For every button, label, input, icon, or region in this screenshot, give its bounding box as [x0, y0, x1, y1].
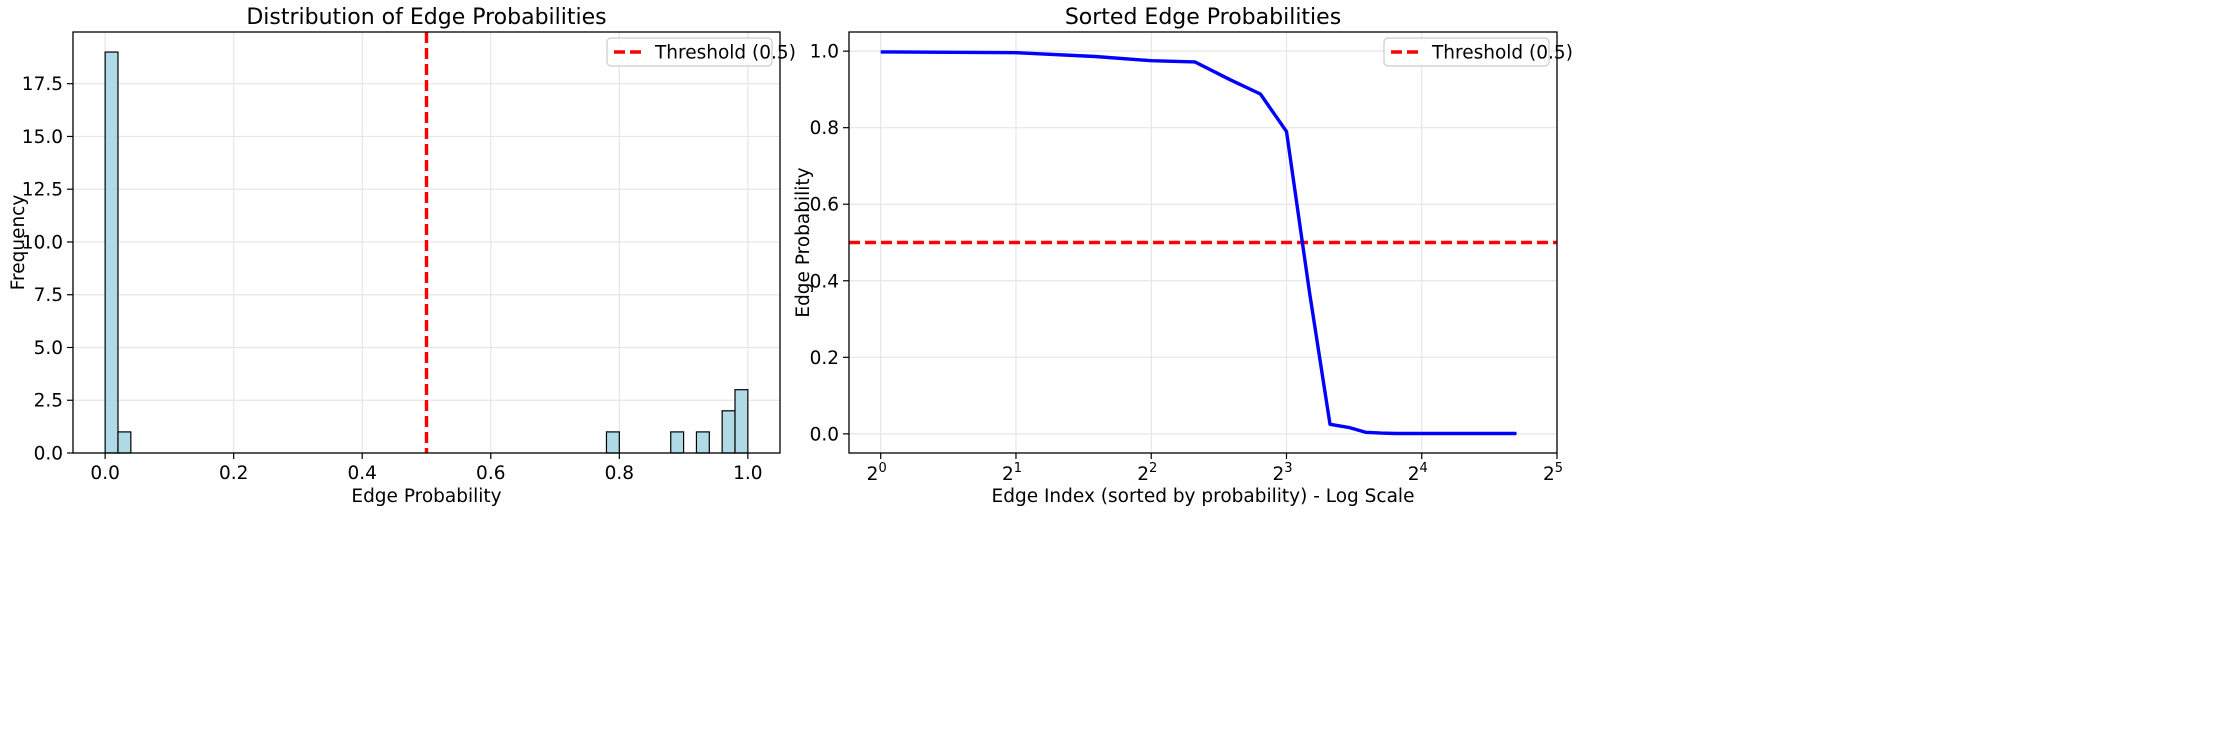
- sorted-line-x-tick-base: 2: [1272, 464, 1284, 485]
- sorted-line-legend-box: [1383, 37, 1550, 67]
- histogram-x-tick-label: 0.0: [90, 463, 119, 484]
- sorted-line-x-tick-base: 2: [1137, 464, 1149, 485]
- sorted-line-x-tick-exponent: 3: [1284, 461, 1292, 476]
- sorted-line-y-axis-label: Edge Probability: [793, 167, 814, 317]
- sorted-line-x-tick-exponent: 4: [1419, 461, 1427, 476]
- histogram-y-tick-label: 10.0: [22, 232, 63, 253]
- sorted-line-axes-frame: [848, 31, 1558, 454]
- sorted-line-x-tick-base: 2: [1408, 464, 1420, 485]
- histogram-x-tick-label: 1.0: [733, 463, 762, 484]
- sorted-line-x-tick-base: 2: [1002, 464, 1014, 485]
- sorted-line-legend: Threshold (0.5): [1383, 37, 1573, 67]
- sorted-line-title: Sorted Edge Probabilities: [1065, 5, 1341, 30]
- sorted-line-legend-label: Threshold (0.5): [1431, 43, 1573, 64]
- sorted-line-x-tick-exponent: 0: [878, 461, 886, 476]
- histogram-x-axis-label: Edge Probability: [351, 486, 501, 507]
- histogram-y-tick-label: 2.5: [34, 391, 63, 412]
- sorted-line-x-tick-label: 24: [1408, 461, 1428, 485]
- histogram-x-tick-label: 0.6: [476, 463, 505, 484]
- histogram-legend-label: Threshold (0.5): [654, 43, 796, 64]
- histogram-x-ticks: 0.0 0.2 0.4 0.6 0.8 1.0: [90, 453, 763, 484]
- histogram-x-tick-label: 0.8: [605, 463, 634, 484]
- sorted-line-y-tick-label: 0.8: [810, 118, 839, 139]
- sorted-line-y-tick-label: 0.0: [810, 424, 839, 445]
- sorted-line-y-tick-label: 1.0: [810, 42, 839, 63]
- histogram-bar: [721, 410, 736, 454]
- histogram-legend-box: [606, 37, 773, 67]
- histogram-y-tick-label: 12.5: [22, 180, 63, 201]
- sorted-line-y-tick-label: 0.6: [810, 195, 839, 216]
- sorted-line-y-tick-label: 0.4: [810, 271, 839, 292]
- histogram-bar: [695, 431, 710, 454]
- histogram-legend: Threshold (0.5): [606, 37, 796, 67]
- sorted-line-x-tick-exponent: 5: [1555, 461, 1563, 476]
- sorted-line-x-tick-base: 2: [867, 464, 879, 485]
- sorted-line-x-tick-label: 20: [867, 461, 887, 485]
- sorted-line-x-tick-exponent: 2: [1149, 461, 1157, 476]
- histogram-title: Distribution of Edge Probabilities: [246, 5, 606, 30]
- sorted-line-x-tick-label: 21: [1002, 461, 1022, 485]
- sorted-line-x-tick-label: 23: [1272, 461, 1292, 485]
- histogram-y-tick-label: 15.0: [22, 127, 63, 148]
- sorted-line-x-tick-label: 22: [1137, 461, 1157, 485]
- sorted-line-panel: 20 21 22 23 24 25 0.00.20.40.60.81.0 Sorted E…: [793, 5, 1573, 507]
- histogram-bar: [104, 51, 119, 454]
- sorted-line-x-axis-label: Edge Index (sorted by probability) - Log…: [992, 486, 1415, 507]
- histogram-x-tick-label: 0.2: [219, 463, 248, 484]
- histogram-y-tick-label: 0.0: [34, 444, 63, 465]
- histogram-bar: [734, 389, 749, 454]
- histogram-y-ticks: 0.0 2.5 5.0 7.5 10.0 12.5 15.0 17.5: [22, 74, 73, 465]
- sorted-probability-series-line: [880, 50, 1517, 436]
- sorted-line-y-ticks: 0.0 0.2 0.4 0.6 0.8 1.0: [810, 42, 849, 445]
- sorted-line-x-tick-label: 25: [1543, 461, 1563, 485]
- sorted-line-x-tick-exponent: 1: [1014, 461, 1022, 476]
- sorted-line-x-ticks: 20 21 22 23 24 25: [867, 453, 1563, 485]
- histogram-bar: [605, 431, 620, 454]
- sorted-line-x-tick-base: 2: [1543, 464, 1555, 485]
- histogram-y-tick-label: 5.0: [34, 338, 63, 359]
- histogram-y-tick-label: 17.5: [22, 74, 63, 95]
- histogram-panel: 0.0 0.2 0.4 0.6 0.8 1.0 0.0 2.5 5.0 7.5 10.0 12.5 1…: [8, 5, 796, 507]
- histogram-bar: [670, 431, 685, 454]
- histogram-y-axis-label: Frequency: [8, 195, 29, 291]
- histogram-x-tick-label: 0.4: [348, 463, 377, 484]
- histogram-bar: [117, 431, 132, 454]
- sorted-line-y-tick-label: 0.2: [810, 348, 839, 369]
- histogram-y-tick-label: 7.5: [34, 285, 63, 306]
